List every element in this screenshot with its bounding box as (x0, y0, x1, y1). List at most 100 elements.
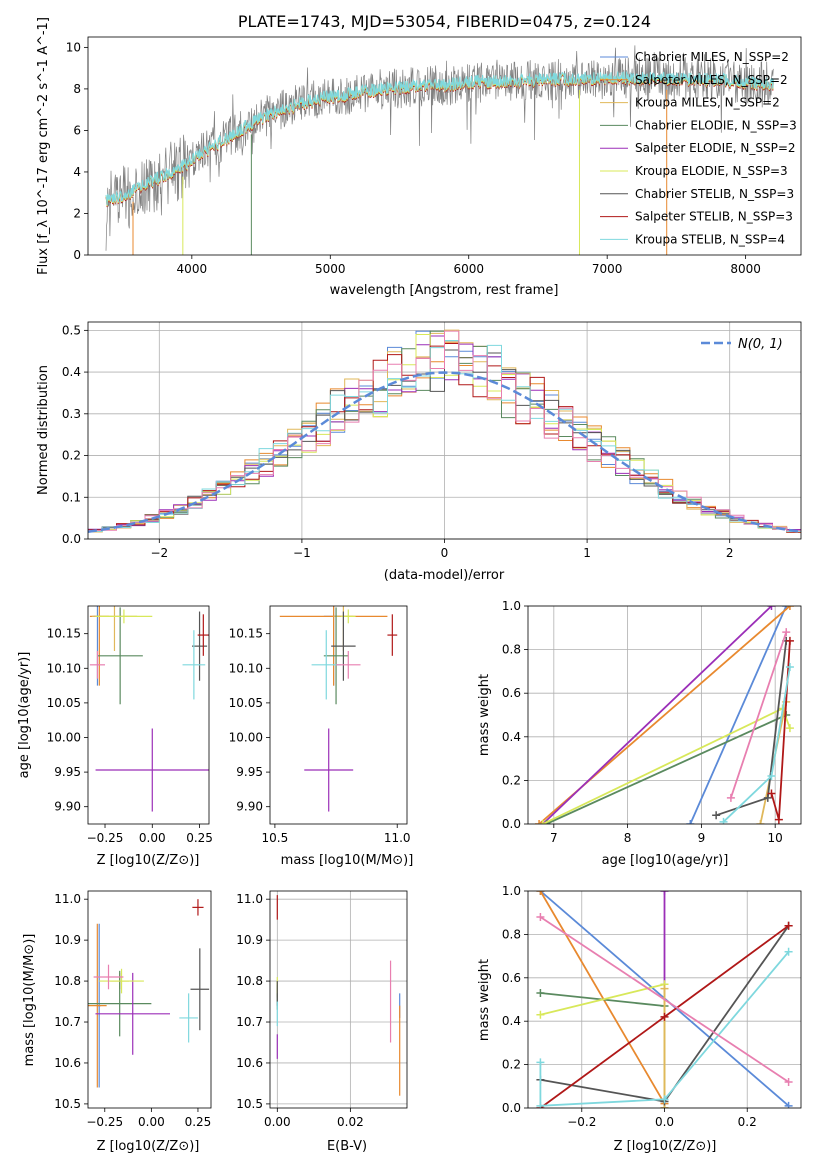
legend-entry: Chabrier MILES, N_SSP=2 (635, 50, 789, 64)
y-tick-label: 10 (66, 40, 81, 54)
model-spectrum (105, 71, 774, 206)
y-tick-label: 8 (73, 82, 81, 96)
y-tick-label: 10.7 (54, 1015, 81, 1029)
y-axis-label: mass [log10(M/M⊙)] (22, 934, 37, 1067)
weight-series (542, 707, 791, 824)
weight-series (539, 916, 790, 1083)
weight-marker (767, 789, 776, 798)
y-tick-label: 0.0 (62, 532, 81, 546)
legend-entry: Salpeter STELIB, N_SSP=3 (635, 210, 793, 224)
x-tick-label: 11.0 (384, 831, 411, 845)
axes-mass_vs_Z: −0.25 0.00 0.25 10.5 10.6 10.7 10.8 10.9 11.0 (54, 890, 212, 1129)
y-tick-label: 10.7 (236, 1015, 263, 1029)
weight-marker (785, 663, 794, 672)
x-axis-label: wavelength [Angstrom, rest frame] (330, 283, 559, 298)
weight-marker (660, 984, 669, 993)
y-axis-label: mass weight (477, 959, 492, 1041)
weight-marker (536, 1101, 545, 1108)
model-spectrum (105, 72, 774, 207)
y-tick-label: 11.0 (54, 892, 81, 906)
weight-marker (785, 724, 794, 733)
x-tick-label: 7000 (592, 262, 623, 276)
x-tick-label: −0.25 (86, 1115, 123, 1129)
y-tick-label: 0.0 (502, 817, 521, 831)
weight-marker (660, 1012, 669, 1021)
axes-frame (87, 36, 802, 256)
axes-frame (527, 605, 802, 825)
y-tick-label: 0.2 (502, 1058, 521, 1072)
y-tick-label: 10.5 (236, 1097, 263, 1111)
y-tick-label: 0.8 (502, 643, 521, 657)
x-tick-label: 10.5 (262, 831, 289, 845)
weight-marker (782, 628, 791, 637)
x-tick-label: −1 (293, 546, 311, 560)
weight-marker (660, 1095, 669, 1104)
y-tick-label: 10.05 (47, 696, 81, 710)
y-tick-label: 0.6 (502, 686, 521, 700)
y-tick-label: 10.8 (236, 974, 263, 988)
axes-frame (269, 605, 408, 825)
y-tick-label: 0.4 (502, 1014, 521, 1028)
weight-series (542, 606, 773, 824)
axes-frame (269, 890, 408, 1109)
y-tick-label: 0.0 (502, 1101, 521, 1115)
y-tick-label: 10.10 (229, 661, 263, 675)
weight-marker (785, 636, 794, 645)
y-tick-label: 9.95 (54, 765, 81, 779)
y-tick-label: 9.95 (236, 765, 263, 779)
y-axis-label: mass weight (477, 674, 492, 756)
histogram-series (88, 330, 801, 532)
y-tick-label: 0.2 (62, 449, 81, 463)
x-tick-label: 0.02 (337, 1115, 364, 1129)
y-tick-label: 11.0 (236, 892, 263, 906)
weight-marker (536, 988, 545, 997)
weight-marker (712, 811, 721, 820)
x-axis-label: (data-model)/error (384, 568, 505, 583)
weight-series (540, 983, 666, 1108)
weight-marker (536, 913, 545, 922)
axes-frame (527, 890, 802, 1109)
y-tick-label: 0.4 (502, 730, 521, 744)
x-axis-label: mass [log10(M/M⊙)] (281, 853, 414, 868)
legend-entry: N(0, 1) (738, 337, 783, 352)
weight-series (730, 631, 788, 799)
weight-marker (536, 1010, 545, 1019)
x-tick-label: 0.2 (738, 1115, 757, 1129)
plot-area (276, 895, 401, 1096)
y-axis-label: Normed distribution (36, 365, 51, 495)
legend-entry: Salpeter ELODIE, N_SSP=2 (635, 141, 796, 155)
axes-frame (87, 890, 212, 1109)
plot-area (536, 891, 793, 1108)
x-tick-label: 6000 (453, 262, 484, 276)
x-tick-label: 4000 (177, 262, 208, 276)
x-tick-label: −2 (150, 546, 168, 560)
x-tick-label: 1 (583, 546, 591, 560)
plot-area (88, 899, 210, 1088)
y-tick-label: 0.3 (62, 407, 81, 421)
y-tick-label: 0.4 (62, 365, 81, 379)
weight-series (715, 640, 788, 817)
y-tick-label: 4 (73, 165, 81, 179)
plot-area (89, 606, 209, 812)
gaussian-curve (88, 371, 801, 533)
x-tick-label: 9 (698, 831, 706, 845)
weight-marker (536, 1058, 545, 1067)
legend-entry: Kroupa MILES, N_SSP=2 (635, 96, 780, 110)
y-tick-label: 0.1 (62, 490, 81, 504)
y-tick-label: 10.9 (54, 933, 81, 947)
y-tick-label: 10.00 (47, 730, 81, 744)
x-tick-label: 0.25 (185, 1115, 212, 1129)
y-tick-label: 10.15 (47, 627, 81, 641)
x-axis-label: age [log10(age/yr)] (602, 853, 729, 868)
weight-marker (774, 815, 783, 824)
x-tick-label: −0.25 (87, 831, 124, 845)
axes-residuals: −2 −1 0 1 2 0.0 0.1 0.2 0.3 0.4 0.5 (62, 321, 802, 560)
weight-marker (763, 793, 772, 802)
weight-marker (784, 947, 793, 956)
x-tick-label: 8000 (730, 262, 761, 276)
y-tick-label: 9.90 (54, 800, 81, 814)
legend-entry: Kroupa STELIB, N_SSP=4 (635, 232, 785, 246)
axes-age_vs_mass: 10.5 11.0 9.90 9.95 10.00 10.05 10.10 10.15 (229, 605, 411, 845)
x-axis-label: Z [log10(Z/Z⊙)] (97, 853, 200, 868)
